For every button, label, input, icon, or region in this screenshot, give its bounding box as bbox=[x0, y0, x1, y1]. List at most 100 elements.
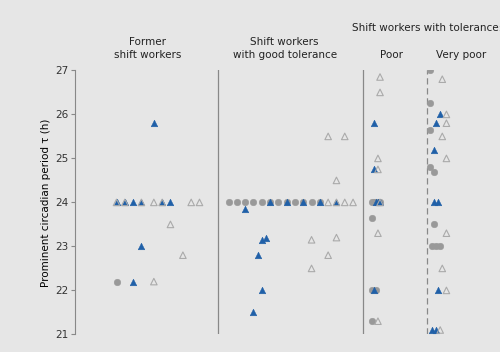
Point bbox=[442, 112, 450, 117]
Point bbox=[274, 200, 282, 205]
Point bbox=[241, 206, 249, 212]
Point bbox=[370, 200, 378, 205]
Point bbox=[266, 200, 274, 205]
Point bbox=[442, 288, 450, 293]
Point bbox=[187, 200, 195, 205]
Point bbox=[282, 200, 290, 205]
Point bbox=[370, 120, 378, 126]
Point bbox=[316, 200, 324, 205]
Point bbox=[372, 200, 380, 205]
Point bbox=[372, 200, 380, 205]
Point bbox=[254, 252, 262, 258]
Point bbox=[112, 200, 120, 205]
Point bbox=[299, 200, 307, 205]
Point bbox=[426, 101, 434, 106]
Point bbox=[426, 68, 434, 73]
Point bbox=[436, 244, 444, 249]
Point bbox=[129, 200, 137, 205]
Point bbox=[250, 200, 258, 205]
Point bbox=[121, 200, 129, 205]
Point bbox=[150, 279, 158, 284]
Y-axis label: Prominent circadian period τ (h): Prominent circadian period τ (h) bbox=[40, 118, 50, 287]
Point bbox=[442, 230, 450, 236]
Point bbox=[374, 166, 382, 172]
Point bbox=[432, 327, 440, 333]
Point bbox=[374, 200, 382, 205]
Point bbox=[150, 120, 158, 126]
Point bbox=[434, 288, 442, 293]
Point bbox=[138, 200, 145, 205]
Point bbox=[250, 310, 258, 315]
Point bbox=[368, 318, 376, 324]
Point bbox=[282, 200, 290, 205]
Point bbox=[432, 244, 440, 249]
Point bbox=[370, 288, 378, 293]
Point bbox=[258, 288, 266, 293]
Point bbox=[341, 200, 349, 205]
Point bbox=[138, 244, 145, 249]
Point bbox=[308, 200, 316, 205]
Point bbox=[436, 112, 444, 117]
Point bbox=[374, 200, 382, 205]
Point bbox=[233, 200, 241, 205]
Point bbox=[428, 327, 436, 333]
Point bbox=[442, 120, 450, 126]
Point bbox=[179, 252, 187, 258]
Point bbox=[112, 279, 120, 284]
Text: Shift workers with tolerance:: Shift workers with tolerance: bbox=[352, 24, 500, 33]
Point bbox=[374, 156, 382, 161]
Point bbox=[374, 230, 382, 236]
Point bbox=[341, 133, 349, 139]
Point bbox=[324, 133, 332, 139]
Point bbox=[112, 200, 120, 205]
Point bbox=[121, 200, 129, 205]
Point bbox=[308, 265, 316, 271]
Point bbox=[368, 288, 376, 293]
Point bbox=[166, 222, 174, 227]
Point bbox=[258, 200, 266, 205]
Text: Former
shift workers: Former shift workers bbox=[114, 37, 182, 60]
Point bbox=[166, 200, 174, 205]
Point bbox=[438, 265, 446, 271]
Point bbox=[438, 133, 446, 139]
Point bbox=[436, 327, 444, 333]
Point bbox=[150, 200, 158, 205]
Point bbox=[438, 76, 446, 82]
Point bbox=[266, 200, 274, 205]
Point bbox=[368, 200, 376, 205]
Point bbox=[332, 235, 340, 240]
Point bbox=[316, 200, 324, 205]
Point bbox=[432, 120, 440, 126]
Point bbox=[308, 237, 316, 243]
Point bbox=[158, 200, 166, 205]
Point bbox=[324, 200, 332, 205]
Point bbox=[374, 318, 382, 324]
Point bbox=[262, 235, 270, 240]
Point bbox=[426, 164, 434, 170]
Point bbox=[291, 200, 299, 205]
Point bbox=[428, 244, 436, 249]
Point bbox=[332, 200, 340, 205]
Point bbox=[376, 200, 384, 205]
Point bbox=[434, 200, 442, 205]
Point bbox=[376, 89, 384, 95]
Point bbox=[368, 215, 376, 221]
Point bbox=[129, 279, 137, 284]
Text: Poor: Poor bbox=[380, 50, 402, 60]
Point bbox=[370, 166, 378, 172]
Point bbox=[376, 74, 384, 80]
Point bbox=[430, 200, 438, 205]
Point bbox=[324, 252, 332, 258]
Point bbox=[430, 222, 438, 227]
Point bbox=[158, 200, 166, 205]
Point bbox=[332, 200, 340, 205]
Point bbox=[426, 127, 434, 133]
Point bbox=[332, 177, 340, 183]
Point bbox=[196, 200, 203, 205]
Text: Shift workers
with good tolerance: Shift workers with good tolerance bbox=[232, 37, 336, 60]
Point bbox=[430, 169, 438, 175]
Point bbox=[372, 288, 380, 293]
Point bbox=[376, 200, 384, 205]
Point bbox=[224, 200, 232, 205]
Point bbox=[241, 200, 249, 205]
